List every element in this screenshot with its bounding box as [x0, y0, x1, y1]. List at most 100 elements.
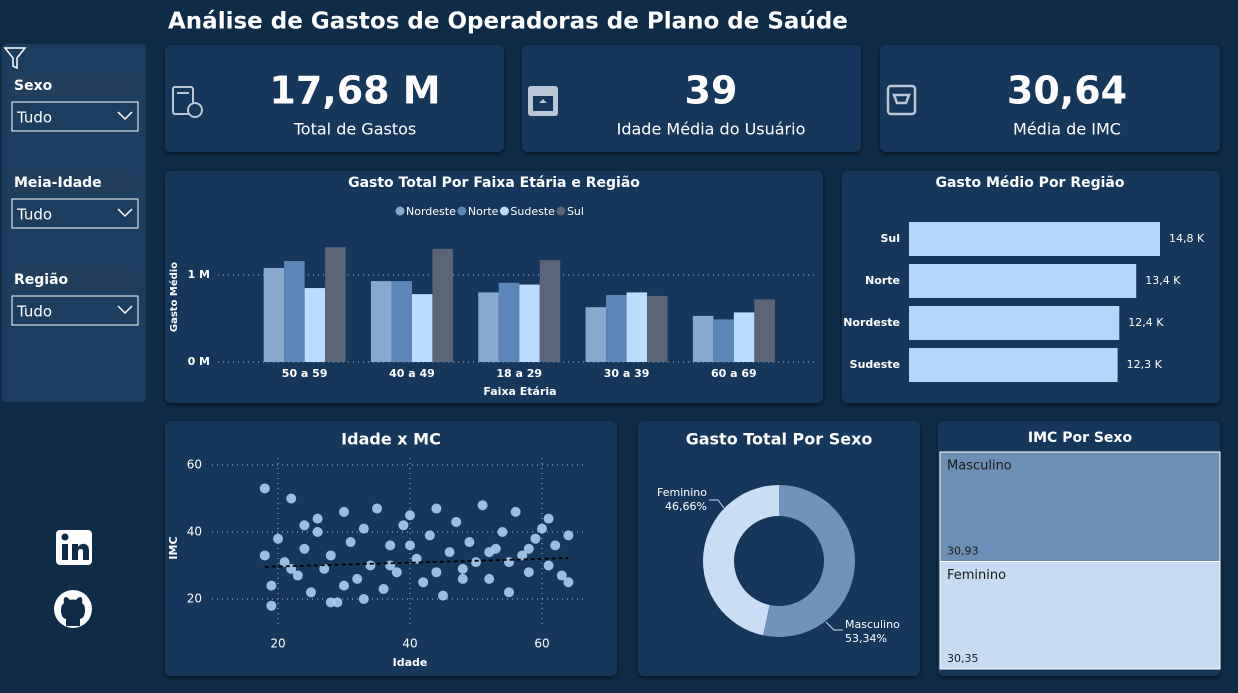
- y-tick-label: 1 M: [188, 268, 210, 281]
- scatter-point: [306, 587, 316, 598]
- x-tick-label: 50 a 59: [282, 367, 328, 380]
- scatter-point: [259, 550, 270, 561]
- filter-label: Meia-Idade: [14, 175, 102, 191]
- scatter-point: [537, 523, 547, 534]
- scale-icon: [886, 84, 917, 116]
- scatter-point: [477, 500, 488, 511]
- filter-panel: [2, 44, 146, 402]
- donut-label: Feminino: [657, 486, 707, 499]
- bar: [733, 312, 755, 362]
- bar: [909, 348, 1118, 382]
- scatter-point: [451, 516, 462, 527]
- scatter-point: [550, 540, 561, 551]
- donut-segment: [703, 485, 779, 636]
- dropdown-value: Tudo: [16, 206, 52, 224]
- kpi-value: 39: [685, 69, 738, 113]
- chart-title: Idade x MC: [341, 430, 441, 449]
- scatter-point: [517, 550, 528, 561]
- scatter-point: [385, 560, 396, 571]
- legend-marker: [556, 206, 566, 216]
- y-tick-label: 0 M: [188, 355, 210, 368]
- scatter-point: [292, 570, 303, 581]
- scatter-point: [385, 540, 396, 551]
- bar: [909, 306, 1120, 340]
- treemap-tile: [939, 451, 1221, 563]
- dropdown-value: Tudo: [16, 109, 52, 127]
- linkedin-icon[interactable]: [56, 530, 92, 565]
- github-icon[interactable]: [54, 590, 92, 628]
- scatter-point: [266, 580, 277, 591]
- y-tick-label: 60: [187, 458, 202, 472]
- scatter-point: [325, 597, 336, 608]
- scatter-point: [398, 520, 409, 531]
- leader-line: [709, 499, 725, 509]
- bar: [498, 282, 520, 362]
- bar: [909, 264, 1137, 298]
- calculator-icon: [172, 86, 203, 118]
- chart-title: IMC Por Sexo: [1028, 430, 1133, 446]
- scatter-point: [418, 577, 429, 588]
- bar: [647, 295, 668, 362]
- x-tick-label: 30 a 39: [604, 367, 650, 380]
- bar: [626, 292, 648, 362]
- legend-label: Sul: [567, 205, 584, 218]
- x-tick-label: 18 a 29: [496, 367, 542, 380]
- scatter-point: [444, 547, 455, 558]
- kpi-label: Total de Gastos: [293, 120, 416, 139]
- y-tick-label: Nordeste: [843, 316, 900, 329]
- donut-value: 46,66%: [665, 500, 707, 513]
- scatter-point: [543, 560, 554, 571]
- bar: [692, 315, 714, 362]
- scatter-point: [563, 530, 574, 541]
- data-label: 14,8 K: [1169, 232, 1205, 245]
- scatter-point: [319, 563, 330, 574]
- tile-label: Feminino: [947, 568, 1006, 583]
- bar: [432, 248, 453, 362]
- scatter-point: [411, 553, 422, 564]
- scatter-point: [286, 493, 297, 504]
- y-tick-label: Sul: [880, 232, 900, 245]
- trend-line: [264, 557, 569, 568]
- scatter-point: [273, 533, 283, 544]
- scatter-point: [299, 543, 310, 554]
- bar: [519, 284, 540, 362]
- bar: [304, 288, 326, 362]
- dropdown[interactable]: [11, 295, 139, 326]
- scatter-point: [405, 540, 415, 551]
- scatter-point: [504, 557, 514, 568]
- scatter-point: [563, 577, 574, 588]
- x-axis-label: Idade: [393, 656, 428, 669]
- y-tick-label: 20: [187, 592, 202, 606]
- bar: [909, 222, 1160, 256]
- scatter-point: [556, 570, 567, 581]
- scatter-point: [523, 543, 534, 554]
- page-title: Análise de Gastos de Operadoras de Plano…: [168, 9, 848, 35]
- bar: [754, 299, 775, 362]
- scatter-point: [299, 520, 310, 531]
- bar: [478, 292, 499, 362]
- box-icon: [528, 86, 558, 116]
- data-label: 13,4 K: [1145, 274, 1181, 287]
- y-tick-label: Sudeste: [850, 358, 900, 371]
- x-tick-label: 40 a 49: [389, 367, 435, 380]
- scatter-point: [424, 530, 435, 541]
- scatter-point: [438, 590, 448, 601]
- bar: [585, 307, 607, 362]
- bar: [325, 247, 346, 362]
- dropdown[interactable]: [11, 101, 139, 132]
- scatter-point: [523, 567, 534, 578]
- tile-value: 30,35: [947, 652, 979, 665]
- data-label: 12,4 K: [1128, 316, 1164, 329]
- bar: [713, 319, 734, 362]
- scatter-point: [431, 503, 442, 514]
- x-axis-label: Faixa Etária: [483, 385, 556, 398]
- chart-title: Gasto Médio Por Região: [935, 175, 1124, 191]
- bar: [284, 261, 305, 362]
- treemap-tile: [939, 561, 1221, 670]
- bar: [539, 260, 561, 362]
- dropdown[interactable]: [11, 198, 139, 229]
- tile-value: 30,93: [947, 545, 979, 558]
- filter-label: Região: [14, 272, 69, 288]
- scatter-point: [358, 523, 369, 534]
